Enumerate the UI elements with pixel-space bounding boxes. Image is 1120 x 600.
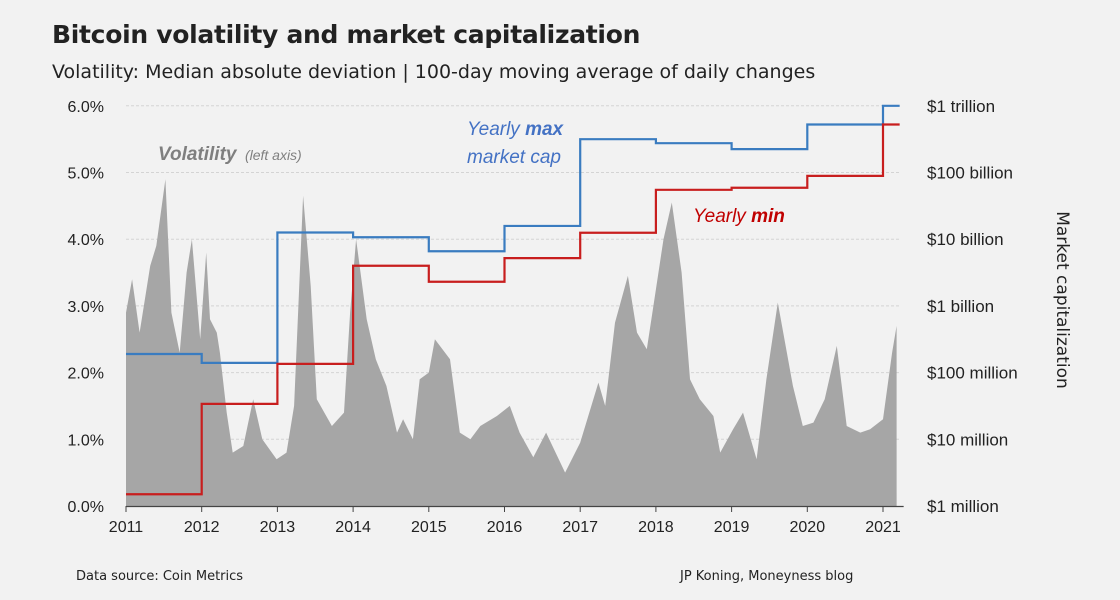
left-axis-tick-label: 3.0% bbox=[68, 299, 104, 316]
x-axis-tick-label: 2012 bbox=[184, 519, 220, 536]
x-axis-tick-label: 2017 bbox=[562, 519, 598, 536]
right-axis-tick-label: $10 billion bbox=[927, 230, 1004, 249]
x-axis-tick-label: 2018 bbox=[638, 519, 674, 536]
max-annotation-line1: Yearly max bbox=[467, 119, 565, 140]
left-axis-tick-label: 5.0% bbox=[68, 166, 104, 183]
yearly-max-line bbox=[126, 104, 900, 364]
x-axis-tick-label: 2016 bbox=[487, 519, 523, 536]
min-annotation: Yearly min bbox=[693, 206, 785, 227]
data-source-note: Data source: Coin Metrics bbox=[76, 569, 244, 584]
right-axis-tick-label: $1 billion bbox=[927, 297, 994, 316]
volatility-area bbox=[126, 179, 897, 506]
x-axis-tick-label: 2014 bbox=[335, 519, 371, 536]
left-axis-tick-label: 2.0% bbox=[68, 366, 104, 383]
x-axis-tick-label: 2019 bbox=[714, 519, 750, 536]
x-axis-tick-label: 2015 bbox=[411, 519, 447, 536]
right-axis-tick-label: $10 million bbox=[927, 430, 1008, 449]
max-annotation-line2: market cap bbox=[467, 147, 561, 168]
left-axis-tick-label: 1.0% bbox=[68, 432, 104, 449]
left-axis-tick-label: 4.0% bbox=[68, 232, 104, 249]
right-axis-tick-label: $1 million bbox=[927, 497, 999, 516]
credit-note: JP Koning, Moneyness blog bbox=[680, 569, 854, 584]
volatility-annotation: Volatility (left axis) bbox=[158, 144, 302, 165]
chart-subtitle: Volatility: Median absolute deviation | … bbox=[52, 61, 816, 83]
yearly-min-line bbox=[126, 123, 900, 496]
chart-title: Bitcoin volatility and market capitaliza… bbox=[52, 20, 641, 49]
right-axis-tick-label: $1 trillion bbox=[927, 97, 995, 116]
x-axis-tick-label: 2013 bbox=[260, 519, 296, 536]
left-axis-tick-label: 6.0% bbox=[68, 99, 104, 116]
x-axis-tick-label: 2021 bbox=[865, 519, 901, 536]
right-axis-label: Market capitalization bbox=[1052, 211, 1072, 389]
left-axis-tick-label: 0.0% bbox=[68, 499, 104, 516]
x-axis-tick-label: 2011 bbox=[109, 519, 144, 536]
right-axis-tick-label: $100 million bbox=[927, 364, 1018, 383]
right-axis-tick-label: $100 billion bbox=[927, 164, 1013, 183]
x-axis-tick-label: 2020 bbox=[790, 519, 826, 536]
